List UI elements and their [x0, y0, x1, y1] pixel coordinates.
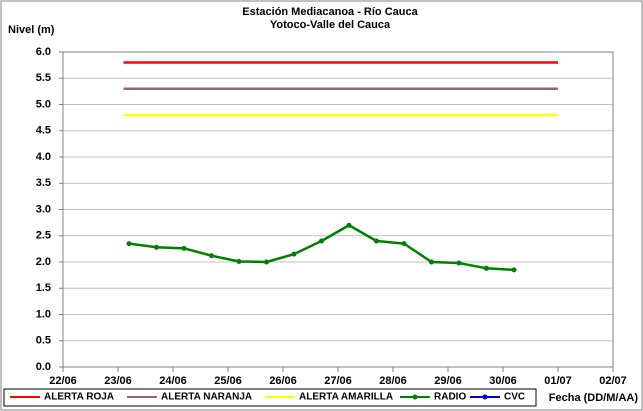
data-point	[126, 241, 132, 247]
x-tick-label: 28/06	[379, 375, 407, 387]
legend-label: RADIO	[434, 392, 466, 403]
legend-marker	[482, 394, 488, 400]
y-tick-label: 5.5	[36, 72, 51, 84]
data-point	[181, 245, 187, 251]
x-tick-label: 27/06	[324, 375, 352, 387]
y-tick-label: 3.0	[36, 203, 51, 215]
legend-label: ALERTA ROJA	[44, 392, 114, 403]
x-tick-label: 26/06	[269, 375, 297, 387]
x-axis-label: Fecha (DD/M/AA)	[549, 392, 639, 404]
y-axis-label: Nivel (m)	[8, 24, 55, 36]
y-tick-label: 6.0	[36, 46, 51, 58]
x-tick-label: 24/06	[159, 375, 187, 387]
data-point	[154, 244, 159, 250]
plot-frame	[62, 51, 614, 368]
data-point	[401, 241, 407, 247]
legend-marker	[412, 394, 418, 400]
x-tick-label: 30/06	[489, 375, 517, 387]
data-point	[346, 222, 352, 228]
y-tick-label: 1.5	[36, 282, 51, 294]
legend-label: ALERTA AMARILLA	[299, 392, 393, 403]
y-tick-label: 0.5	[36, 335, 51, 347]
data-point	[236, 258, 242, 264]
data-point	[374, 238, 379, 244]
data-point	[429, 259, 434, 265]
data-point	[484, 265, 489, 271]
chart-title: Estación Mediacanoa - Río Cauca	[242, 6, 418, 18]
y-tick-label: 4.5	[36, 125, 51, 137]
x-tick-label: 25/06	[214, 375, 242, 387]
chart-subtitle: Yotoco-Valle del Cauca	[270, 19, 391, 31]
y-tick-label: 1.0	[36, 308, 51, 320]
x-tick-label: 29/06	[434, 375, 462, 387]
x-tick-label: 22/06	[49, 375, 77, 387]
data-point	[456, 260, 462, 266]
y-tick-label: 0.0	[36, 361, 51, 373]
y-tick-label: 5.0	[36, 98, 51, 110]
x-tick-label: 01/07	[544, 375, 572, 387]
y-tick-label: 3.5	[36, 177, 51, 189]
y-tick-label: 2.5	[36, 230, 51, 242]
data-point	[264, 259, 269, 265]
x-tick-label: 02/07	[599, 375, 627, 387]
data-point	[291, 251, 297, 257]
data-point	[319, 238, 324, 244]
data-point	[511, 267, 517, 273]
y-tick-label: 2.0	[36, 256, 51, 268]
x-tick-label: 23/06	[104, 375, 132, 387]
legend-label: ALERTA NARANJA	[161, 392, 252, 403]
legend-label: CVC	[504, 392, 525, 403]
y-tick-label: 4.0	[36, 151, 51, 163]
data-point	[209, 253, 214, 259]
